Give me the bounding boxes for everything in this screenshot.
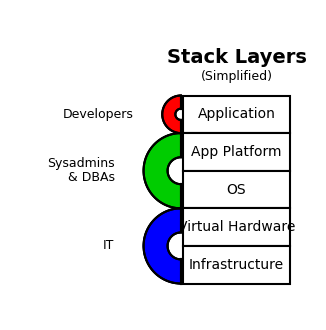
Bar [184,246,289,283]
Text: Stack Layers: Stack Layers [167,48,306,67]
Text: Application: Application [198,107,275,121]
Polygon shape [143,208,181,283]
Bar [184,208,289,246]
Text: Infrastructure: Infrastructure [189,258,284,272]
Text: App Platform: App Platform [191,145,282,159]
Text: Developers: Developers [62,108,133,121]
Polygon shape [162,95,181,133]
Text: (Simplified): (Simplified) [200,70,273,83]
Text: Sysadmins: Sysadmins [47,157,114,170]
Bar [184,133,289,171]
Polygon shape [162,95,181,133]
Polygon shape [143,133,181,208]
Polygon shape [143,208,181,283]
Polygon shape [143,133,181,208]
Text: & DBAs: & DBAs [67,171,114,184]
Bar [184,95,289,133]
Text: IT: IT [103,240,114,252]
Bar [184,171,289,208]
Text: OS: OS [227,182,246,197]
Text: Virtual Hardware: Virtual Hardware [178,220,295,234]
